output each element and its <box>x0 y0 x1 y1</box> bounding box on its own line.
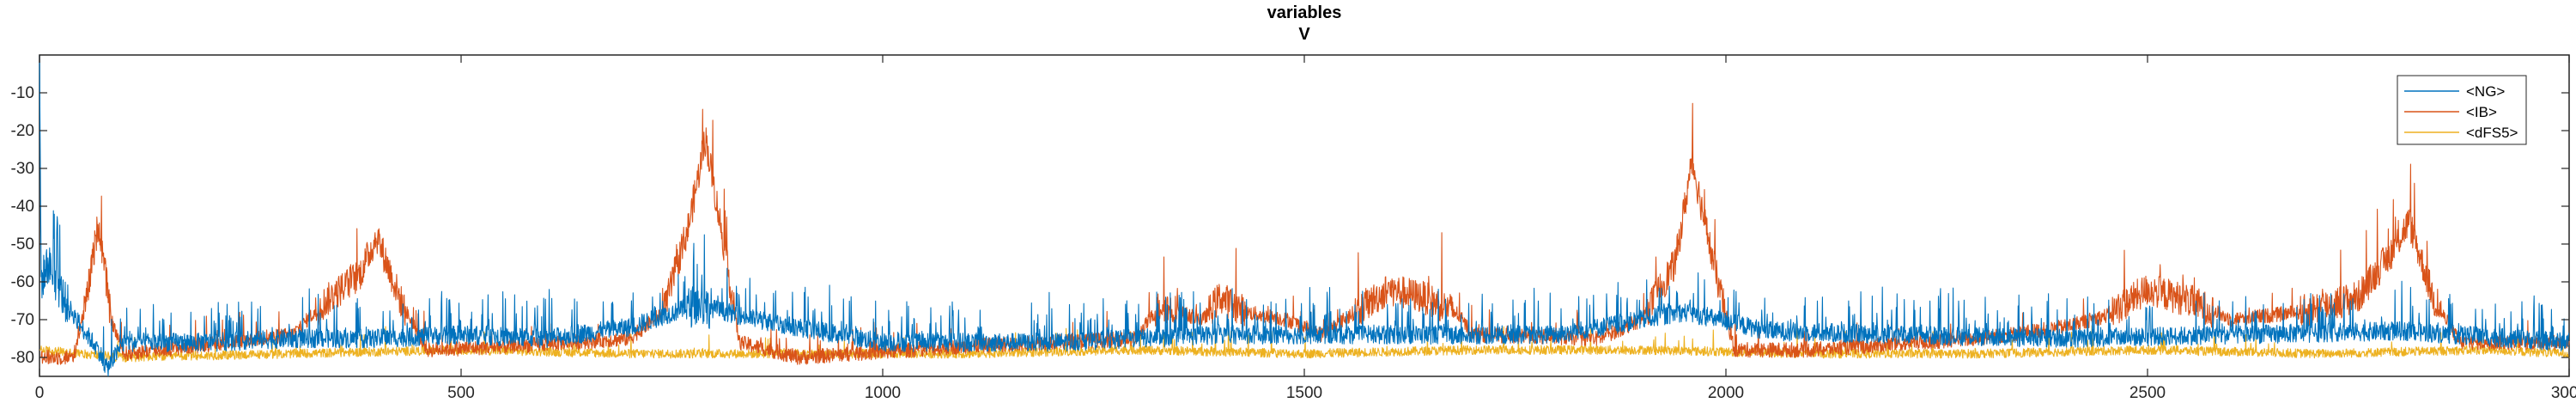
x-tick-label: 3000 <box>2551 384 2576 402</box>
x-tick-label: 1000 <box>865 384 901 402</box>
x-tick-label: 0 <box>35 384 45 402</box>
legend: <NG> <IB> <dFS5> <box>2397 75 2527 145</box>
x-tick-label: 1500 <box>1286 384 1322 402</box>
y-tick-label: -50 <box>11 235 34 253</box>
legend-label: <NG> <box>2466 83 2505 100</box>
y-tick-label: -10 <box>11 84 34 102</box>
chart-subtitle: V <box>1298 25 1310 44</box>
series-layer <box>39 54 2570 377</box>
legend-label: <dFS5> <box>2466 125 2518 141</box>
x-tick-label: 2500 <box>2129 384 2166 402</box>
series-line-ng <box>39 54 2570 377</box>
series-line-ib <box>39 102 2570 365</box>
y-tick-label: -60 <box>11 273 34 291</box>
legend-label: <IB> <box>2466 104 2497 120</box>
axes-layer: 0 500 1000 1500 2000 2500 3000 -80 -70 -60 -50 -40 -… <box>11 55 2576 402</box>
x-tick-label: 2000 <box>1708 384 1744 402</box>
y-tick-label: -20 <box>11 122 34 140</box>
y-tick-label: -80 <box>11 349 34 367</box>
chart-title: variables <box>1267 3 1342 22</box>
x-tick-label: 500 <box>447 384 475 402</box>
y-tick-label: -70 <box>11 311 34 329</box>
y-tick-label: -30 <box>11 160 34 178</box>
y-tick-label: -40 <box>11 198 34 216</box>
